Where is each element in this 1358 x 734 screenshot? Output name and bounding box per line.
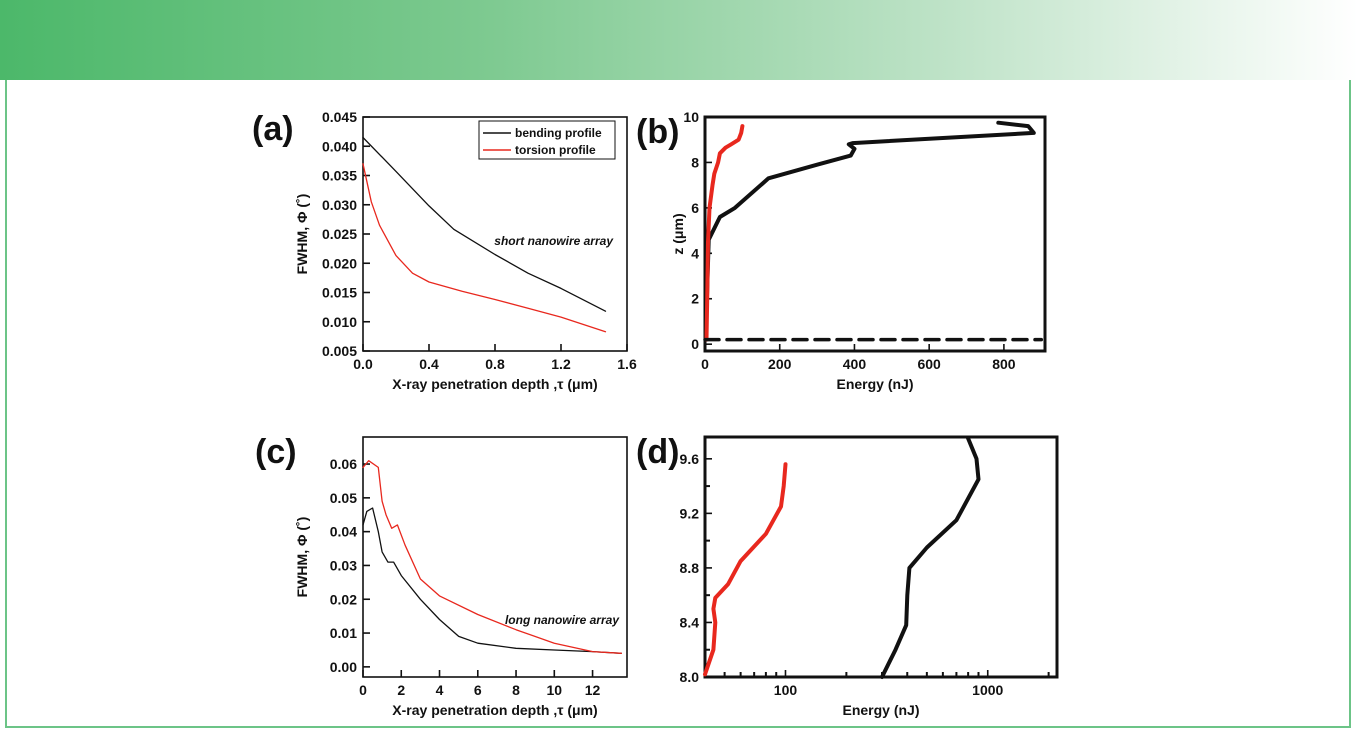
p2-x-tick-label: 600 (917, 356, 941, 372)
p4-x-tick-label: 100 (774, 682, 798, 698)
p1-legend-label-torsion-profile: torsion profile (515, 143, 596, 157)
figure-frame (5, 80, 1351, 728)
p1-legend-box (478, 120, 616, 160)
p1-series-bending-profile (362, 136, 607, 312)
p2-series-black (703, 120, 1036, 342)
p3-x-tick-label: 0 (359, 682, 367, 698)
p3-x-tick-label: 2 (397, 682, 405, 698)
p3-x-tick-label: 10 (547, 682, 563, 698)
p1-y-tick-label: 0.035 (322, 168, 357, 184)
p3-y-tick-label: 0.05 (330, 490, 357, 506)
p3-axes-frame (362, 436, 628, 678)
header-banner (0, 0, 1358, 80)
p1-y-tick-label: 0.005 (322, 343, 357, 359)
p4-y-tick-label: 9.2 (680, 505, 700, 521)
panel-label-d: (d) (636, 433, 679, 471)
panel-label-c: (c) (255, 433, 297, 471)
p1-y-tick-label: 0.010 (322, 314, 357, 330)
p2-y-tick-label: 4 (691, 245, 699, 261)
p1-y-tick-label: 0.015 (322, 285, 357, 301)
p3-series-bending-profile (362, 507, 622, 654)
p2-y-tick-label: 0 (691, 336, 699, 352)
p1-x-tick-label: 1.2 (551, 356, 571, 372)
p2-series-red (704, 124, 745, 342)
p2-y-tick-label: 10 (683, 109, 699, 125)
p3-y-tick-label: 0.02 (330, 591, 357, 607)
p3-annotation: long nanowire array (505, 613, 620, 627)
p2-x-tick-label: 400 (843, 356, 867, 372)
p3-x-axis-label: X-ray penetration depth ,τ (μm) (392, 702, 597, 718)
p1-y-tick-label: 0.020 (322, 255, 357, 271)
p1-series-torsion-profile (362, 163, 607, 333)
p3-series-torsion-profile (362, 460, 622, 654)
p2-x-tick-label: 200 (768, 356, 792, 372)
p2-y-axis-label: z (μm) (670, 213, 686, 254)
p4-y-tick-label: 9.6 (680, 451, 700, 467)
p4-y-tick-label: 8.4 (680, 614, 700, 630)
p1-y-tick-label: 0.030 (322, 197, 357, 213)
p1-legend-label-bending-profile: bending profile (515, 126, 602, 140)
p3-x-tick-label: 12 (585, 682, 601, 698)
p2-y-tick-label: 8 (691, 154, 699, 170)
p2-x-axis-label: Energy (nJ) (836, 376, 913, 392)
p4-series-red (703, 462, 788, 677)
p2-axes-frame (703, 115, 1047, 353)
p1-x-tick-label: 0.4 (419, 356, 439, 372)
p1-y-tick-label: 0.040 (322, 138, 357, 154)
p3-y-tick-label: 0.03 (330, 557, 357, 573)
p3-y-tick-label: 0.00 (330, 659, 357, 675)
p3-y-tick-label: 0.04 (330, 524, 357, 540)
p3-y-tick-label: 0.01 (330, 625, 357, 641)
p1-x-tick-label: 0.0 (353, 356, 373, 372)
p4-x-axis-label: Energy (nJ) (842, 702, 919, 718)
p4-x-tick-label: 1000 (972, 682, 1003, 698)
p3-x-tick-label: 4 (436, 682, 444, 698)
p1-y-tick-label: 0.025 (322, 226, 357, 242)
panel-label-a: (a) (252, 110, 294, 148)
p1-annotation: short nanowire array (494, 234, 614, 248)
p2-x-tick-label: 0 (701, 356, 709, 372)
p4-axes-frame (703, 435, 1059, 679)
p4-y-tick-label: 8.8 (680, 560, 700, 576)
p1-y-tick-label: 0.045 (322, 109, 357, 125)
p4-series-black (880, 436, 981, 679)
p3-y-axis-label: FWHM, Φ (˚) (294, 517, 310, 598)
p3-x-tick-label: 6 (474, 682, 482, 698)
p1-x-tick-label: 0.8 (485, 356, 505, 372)
p1-x-tick-label: 1.6 (617, 356, 637, 372)
p2-y-tick-label: 6 (691, 200, 699, 216)
p1-x-axis-label: X-ray penetration depth ,τ (μm) (392, 376, 597, 392)
p3-x-tick-label: 8 (512, 682, 520, 698)
panel-label-b: (b) (636, 113, 679, 151)
p4-y-tick-label: 8.0 (680, 669, 700, 685)
p1-y-axis-label: FWHM, Φ (˚) (294, 194, 310, 275)
p3-y-tick-label: 0.06 (330, 456, 357, 472)
p2-y-tick-label: 2 (691, 291, 699, 307)
p2-x-tick-label: 800 (992, 356, 1016, 372)
